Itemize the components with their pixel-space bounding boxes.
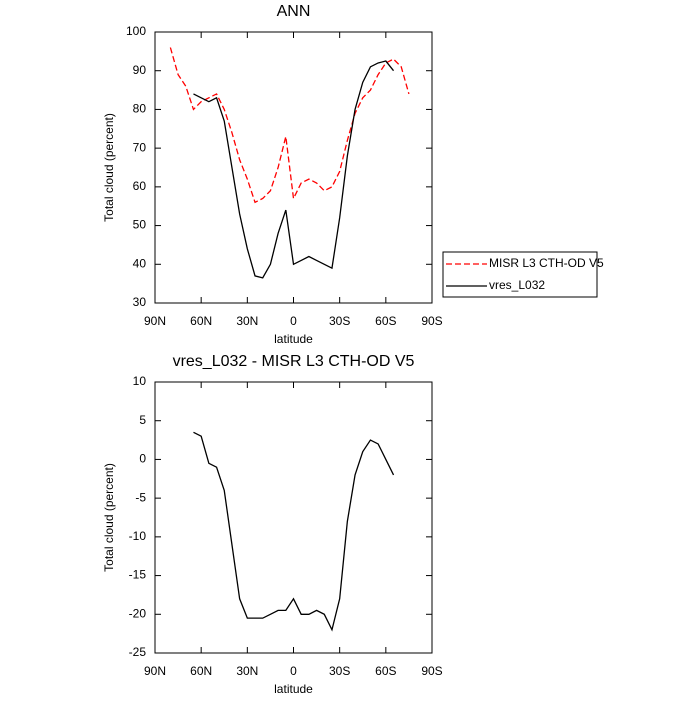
y-axis-label: Total cloud (percent) [102,463,116,572]
y-tick-label: -5 [135,490,146,504]
chart-title: ANN [277,3,311,20]
x-axis-label: latitude [274,332,313,346]
series-line [169,47,410,204]
x-tick-label: 90S [421,664,442,678]
y-tick-label: -20 [129,606,147,620]
x-tick-label: 0 [290,664,297,678]
y-tick-label: -25 [129,645,147,659]
y-tick-label: 5 [139,413,146,427]
x-tick-label: 30S [329,664,350,678]
legend-label: MISR L3 CTH-OD V5 [489,256,604,270]
y-tick-label: 0 [139,452,146,466]
x-tick-label: 60S [375,664,396,678]
y-tick-label: -15 [129,568,147,582]
x-tick-label: 60S [375,314,396,328]
plot-frame [154,381,433,654]
y-tick-label: 10 [133,374,147,388]
series-line [193,431,395,632]
x-tick-label: 90S [421,314,442,328]
y-tick-label: 100 [126,24,146,38]
chart-title: vres_L032 - MISR L3 CTH-OD V5 [173,353,415,370]
y-tick-label: 50 [133,218,147,232]
x-axis-label: latitude [274,682,313,696]
series-line [193,60,395,279]
x-tick-label: 0 [290,314,297,328]
y-tick-label: 90 [133,63,147,77]
y-tick-label: 40 [133,256,147,270]
legend-box [442,251,598,298]
y-tick-label: -10 [129,529,147,543]
x-tick-label: 30N [236,664,258,678]
y-axis-label: Total cloud (percent) [102,113,116,222]
y-tick-label: 80 [133,102,147,116]
y-tick-label: 60 [133,179,147,193]
y-tick-label: 30 [133,295,147,309]
x-tick-label: 60N [190,314,212,328]
x-tick-label: 60N [190,664,212,678]
x-tick-label: 30N [236,314,258,328]
x-tick-label: 90N [144,664,166,678]
x-tick-label: 90N [144,314,166,328]
x-tick-label: 30S [329,314,350,328]
legend-label: vres_L032 [489,278,545,292]
y-tick-label: 70 [133,140,147,154]
